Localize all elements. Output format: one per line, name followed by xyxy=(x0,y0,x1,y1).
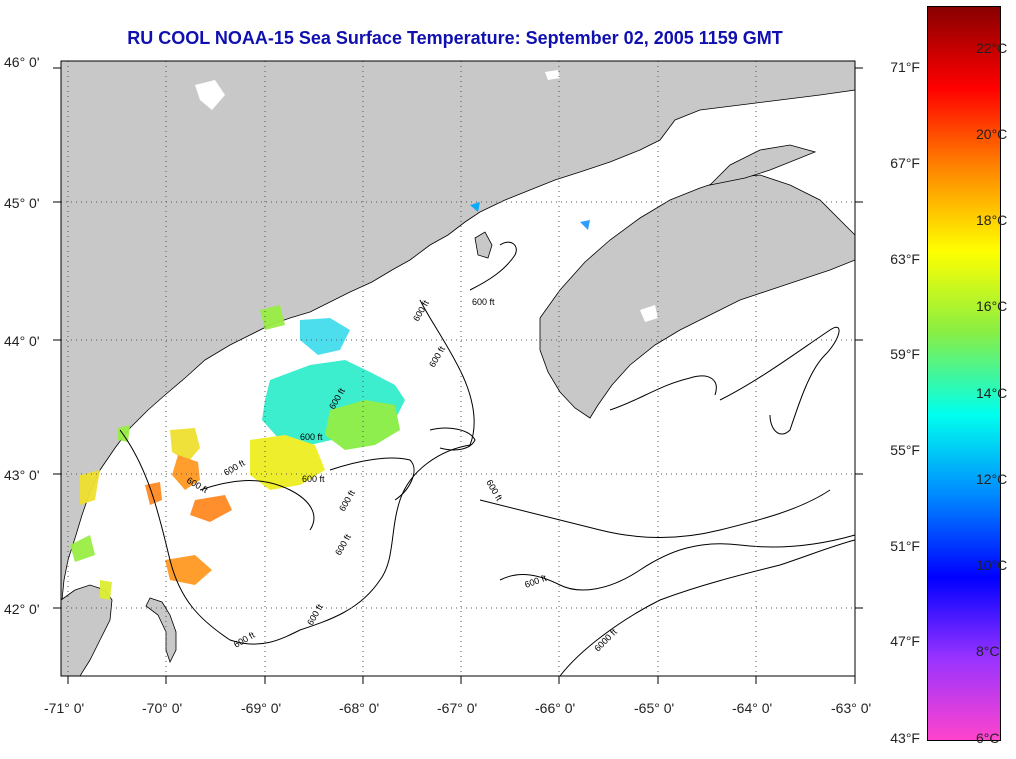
map-title: RU COOL NOAA-15 Sea Surface Temperature:… xyxy=(127,28,783,48)
contour-600ft xyxy=(429,427,476,451)
celsius-label: 14°C xyxy=(976,385,1008,401)
lon-label: -65° 0' xyxy=(634,700,675,716)
celsius-label: 16°C xyxy=(976,298,1008,314)
sst-patch-green xyxy=(70,535,95,562)
contour-600ft xyxy=(329,457,415,501)
contour-600ft xyxy=(499,534,856,591)
contour-600ft xyxy=(199,480,315,531)
fahrenheit-label: 43°F xyxy=(890,730,920,746)
lake xyxy=(640,305,658,322)
contour-label: 600 ft xyxy=(302,474,325,484)
contour-600ft xyxy=(609,375,717,411)
contour-600ft xyxy=(119,429,301,645)
celsius-label: 20°C xyxy=(976,126,1008,142)
celsius-label: 22°C xyxy=(976,40,1008,56)
celsius-label: 10°C xyxy=(976,557,1008,573)
sst-patch-green xyxy=(260,305,285,330)
lon-label: -64° 0' xyxy=(732,700,773,716)
sst-patch-blue xyxy=(580,220,590,230)
lon-label: -70° 0' xyxy=(142,700,183,716)
celsius-label: 12°C xyxy=(976,471,1008,487)
fahrenheit-label: 51°F xyxy=(890,538,920,554)
contour-600ft xyxy=(419,299,475,446)
sst-patches xyxy=(70,202,590,600)
fahrenheit-label: 59°F xyxy=(890,346,920,362)
contour-600ft xyxy=(479,489,831,538)
sst-patch-orange xyxy=(172,455,200,490)
sst-patch-green xyxy=(325,400,400,450)
lat-label: 46° 0' xyxy=(4,54,40,70)
sst-patch-blue xyxy=(470,202,480,212)
lon-label: -69° 0' xyxy=(241,700,282,716)
land-nova-scotia xyxy=(539,174,856,419)
sst-patch-yellow xyxy=(80,470,100,505)
temperature-colorbar xyxy=(927,6,1001,741)
contour-600ft xyxy=(719,327,840,435)
land-cape-breton xyxy=(708,144,817,186)
sst-patch-cyan xyxy=(300,318,350,355)
celsius-label: 6°C xyxy=(976,730,1000,746)
contour-label: 600 ft xyxy=(472,297,495,307)
sst-patch-yellow xyxy=(100,580,112,600)
lon-label: -63° 0' xyxy=(831,700,872,716)
contour-600ft xyxy=(469,241,517,291)
lat-label: 45° 0' xyxy=(4,195,40,211)
lake xyxy=(195,80,225,110)
fahrenheit-label: 67°F xyxy=(890,155,920,171)
lat-label: 44° 0' xyxy=(4,333,40,349)
contour-6000ft xyxy=(559,539,856,677)
sst-patch-orange xyxy=(190,495,232,522)
lat-label: 43° 0' xyxy=(4,467,40,483)
fahrenheit-label: 63°F xyxy=(890,251,920,267)
lake xyxy=(545,70,560,80)
fahrenheit-label: 47°F xyxy=(890,633,920,649)
celsius-label: 18°C xyxy=(976,212,1008,228)
land-grand-manan xyxy=(474,231,493,259)
contour-label: 600 ft xyxy=(300,432,323,442)
sst-patch-yellow xyxy=(250,435,325,490)
land-cape-cod xyxy=(145,597,177,664)
lon-label: -68° 0' xyxy=(339,700,380,716)
bathymetry-contours xyxy=(119,241,856,677)
lon-label: -71° 0' xyxy=(44,700,85,716)
sst-patch-green xyxy=(118,425,130,442)
fahrenheit-label: 55°F xyxy=(890,442,920,458)
contour-600ft xyxy=(299,444,471,631)
fahrenheit-label: 71°F xyxy=(890,59,920,75)
lon-label: -66° 0' xyxy=(535,700,576,716)
sst-patch-orange xyxy=(145,482,162,505)
map-frame xyxy=(60,60,856,677)
lon-label: -67° 0' xyxy=(437,700,478,716)
lat-label: 42° 0' xyxy=(4,601,40,617)
sst-patch-yellow xyxy=(170,428,200,462)
sst-patch-orange xyxy=(165,555,212,585)
celsius-label: 8°C xyxy=(976,643,1000,659)
